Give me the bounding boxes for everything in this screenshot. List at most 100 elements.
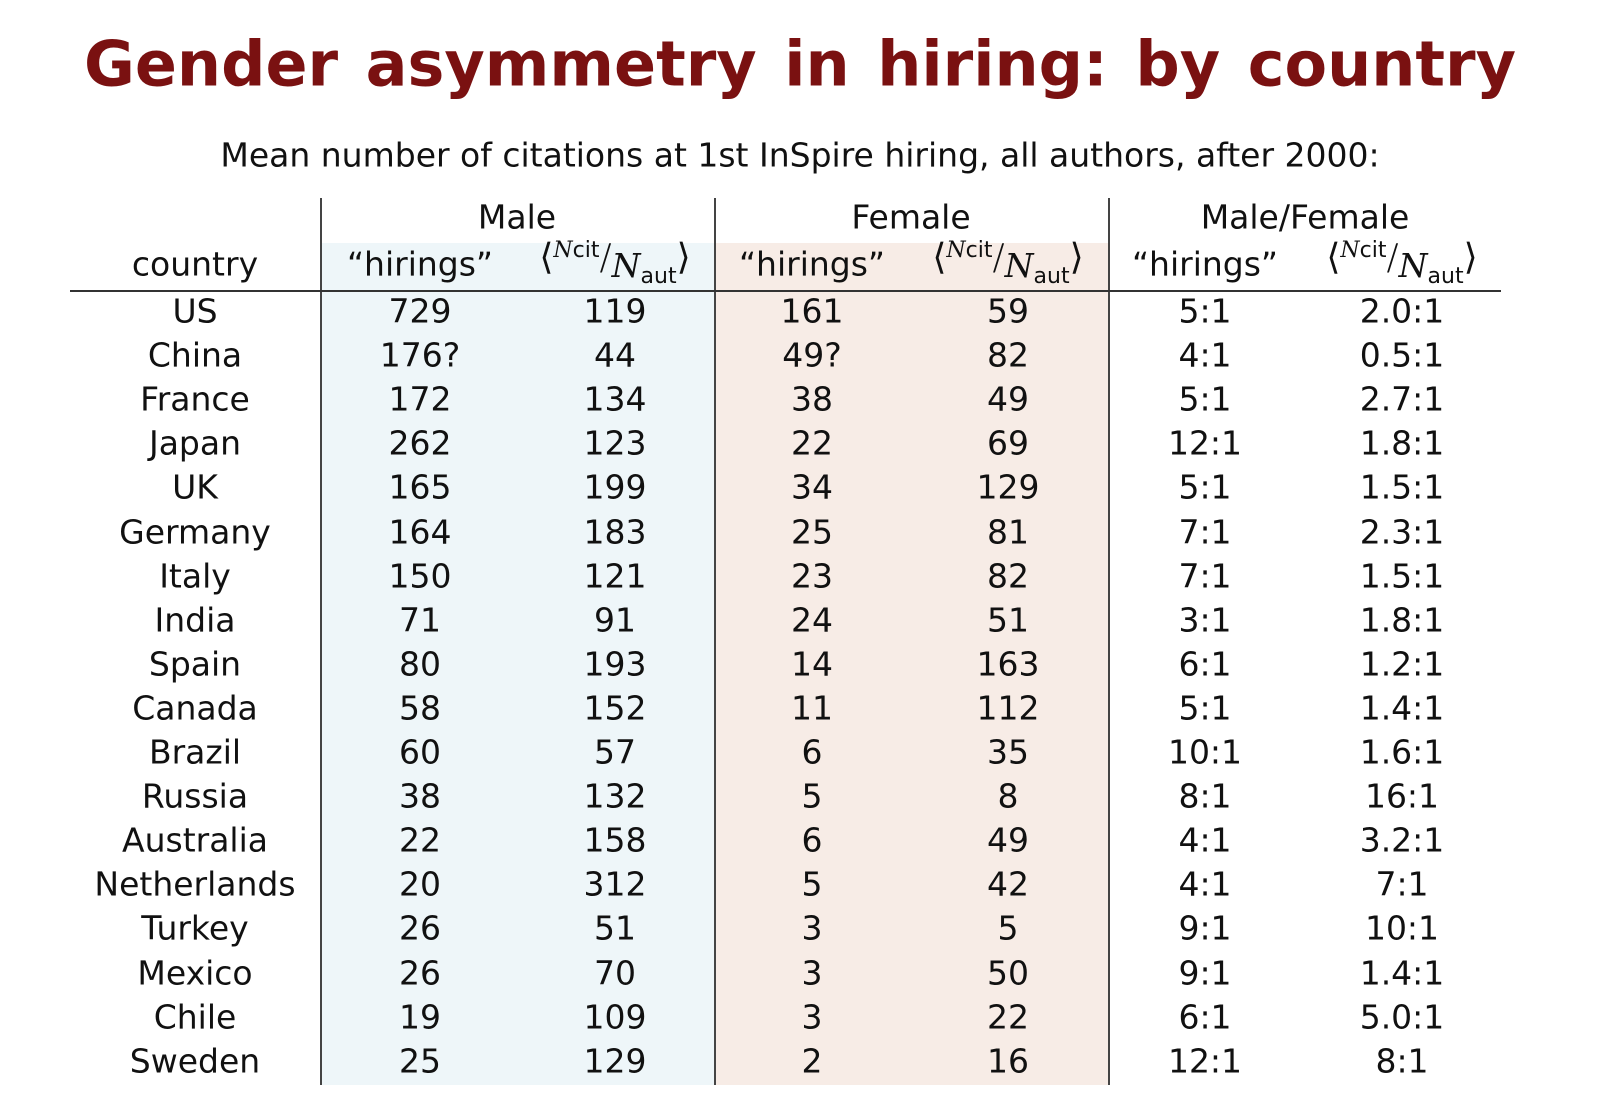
table-cell: 7:1 bbox=[1178, 556, 1232, 596]
table-cell: 49? bbox=[782, 335, 842, 375]
table-cell: 10:1 bbox=[1167, 732, 1243, 772]
table-cell: 19 bbox=[399, 997, 441, 1037]
table-cell: 3 bbox=[801, 908, 823, 948]
header-part: cit bbox=[965, 238, 993, 264]
table-cell: 3 bbox=[801, 997, 823, 1037]
country: Germany bbox=[119, 512, 271, 551]
table-cell: 262 bbox=[388, 423, 452, 463]
header-part: aut bbox=[1033, 263, 1070, 289]
table-cell: 5 bbox=[801, 864, 823, 904]
header-part: ⟩ bbox=[676, 237, 691, 279]
table-cell: 164 bbox=[388, 512, 452, 551]
table-cell: 176? bbox=[379, 335, 461, 375]
table-cell: 70 bbox=[594, 953, 636, 992]
country: Turkey bbox=[141, 908, 249, 948]
table-cell: 49 bbox=[987, 379, 1029, 419]
table-cell: 112 bbox=[976, 688, 1040, 728]
table-cell: 729 bbox=[388, 291, 452, 331]
table-cell: 23 bbox=[791, 556, 833, 596]
table-cell: 57 bbox=[594, 732, 636, 772]
header-part: ⟨ bbox=[932, 237, 947, 279]
table-cell: 22 bbox=[399, 820, 441, 860]
table-cell: 5 bbox=[997, 908, 1019, 948]
table-cell: 2.7:1 bbox=[1359, 379, 1445, 419]
country: Canada bbox=[132, 688, 258, 728]
table-cell: 1.4:1 bbox=[1359, 688, 1445, 728]
table-cell: 158 bbox=[583, 820, 647, 860]
table-cell: 16:1 bbox=[1364, 776, 1440, 816]
table-cell: 1.8:1 bbox=[1359, 423, 1445, 463]
table-cell: 3.2:1 bbox=[1359, 820, 1445, 860]
table-cell: 4:1 bbox=[1178, 820, 1232, 860]
header-part: ⟩ bbox=[1463, 237, 1478, 279]
table-cell: 10:1 bbox=[1364, 908, 1440, 948]
country: Russia bbox=[141, 776, 249, 816]
table-cell: 5:1 bbox=[1178, 379, 1232, 419]
column-divider bbox=[1108, 198, 1110, 1085]
column-header: country bbox=[131, 244, 259, 284]
table-cell: 5:1 bbox=[1178, 291, 1232, 331]
country: Netherlands bbox=[94, 864, 296, 904]
header-rule bbox=[70, 290, 1501, 292]
table-cell: 11 bbox=[791, 688, 833, 728]
table-cell: 5:1 bbox=[1178, 467, 1232, 507]
table-cell: 38 bbox=[791, 379, 833, 419]
table-cell: 9:1 bbox=[1178, 953, 1232, 992]
table-cell: 1.2:1 bbox=[1359, 644, 1445, 684]
country: Japan bbox=[148, 423, 242, 463]
country: UK bbox=[172, 467, 218, 507]
table-cell: 7:1 bbox=[1178, 512, 1232, 551]
numerator: Ncit bbox=[1340, 238, 1386, 263]
group-header: Male/Female bbox=[1200, 197, 1410, 237]
column-header: “hirings” bbox=[1131, 244, 1279, 284]
table-cell: 69 bbox=[987, 423, 1029, 463]
header-part: ⟨ bbox=[539, 237, 554, 279]
table-cell: 24 bbox=[791, 600, 833, 640]
header-part: N bbox=[1398, 245, 1428, 285]
male-background bbox=[321, 243, 714, 1085]
table-cell: 5.0:1 bbox=[1359, 997, 1445, 1037]
header-part: N bbox=[1004, 245, 1034, 285]
table-cell: 22 bbox=[987, 997, 1029, 1037]
column-divider bbox=[714, 198, 716, 1085]
table-cell: 161 bbox=[780, 291, 844, 331]
table-cell: 2 bbox=[801, 1041, 823, 1081]
table-cell: 2.0:1 bbox=[1359, 291, 1445, 331]
numerator: Ncit bbox=[946, 238, 992, 263]
denominator: Naut bbox=[1399, 246, 1464, 289]
table-cell: 134 bbox=[583, 379, 647, 419]
table-cell: 165 bbox=[388, 467, 452, 507]
table-cell: 59 bbox=[987, 291, 1029, 331]
country: US bbox=[172, 291, 218, 331]
table-cell: 3 bbox=[801, 953, 823, 992]
header-part: cit bbox=[1359, 238, 1387, 264]
table-cell: 44 bbox=[594, 335, 636, 375]
table-cell: 91 bbox=[594, 600, 636, 640]
header-part: / bbox=[992, 237, 1005, 279]
country: France bbox=[140, 379, 250, 419]
table-cell: 35 bbox=[987, 732, 1029, 772]
denominator: Naut bbox=[612, 246, 677, 289]
group-header: Male bbox=[477, 197, 557, 237]
table-cell: 2.3:1 bbox=[1359, 512, 1445, 551]
table-cell: 38 bbox=[399, 776, 441, 816]
table-cell: 12:1 bbox=[1167, 1041, 1243, 1081]
table-cell: 8 bbox=[997, 776, 1019, 816]
table-cell: 6:1 bbox=[1178, 997, 1232, 1037]
female-background bbox=[715, 243, 1108, 1085]
table-cell: 3:1 bbox=[1178, 600, 1232, 640]
table-cell: 163 bbox=[976, 644, 1040, 684]
table-cell: 82 bbox=[987, 556, 1029, 596]
country: India bbox=[154, 600, 236, 640]
table-cell: 26 bbox=[399, 908, 441, 948]
table-cell: 51 bbox=[987, 600, 1029, 640]
table-cell: 150 bbox=[388, 556, 452, 596]
column-header: ⟨Ncit/Naut⟩ bbox=[932, 237, 1083, 289]
table-cell: 199 bbox=[583, 467, 647, 507]
table-cell: 109 bbox=[583, 997, 647, 1037]
table-cell: 172 bbox=[388, 379, 452, 419]
table-cell: 0.5:1 bbox=[1359, 335, 1445, 375]
header-part: aut bbox=[1427, 263, 1464, 289]
table-cell: 22 bbox=[791, 423, 833, 463]
column-header: ⟨Ncit/Naut⟩ bbox=[539, 237, 690, 289]
